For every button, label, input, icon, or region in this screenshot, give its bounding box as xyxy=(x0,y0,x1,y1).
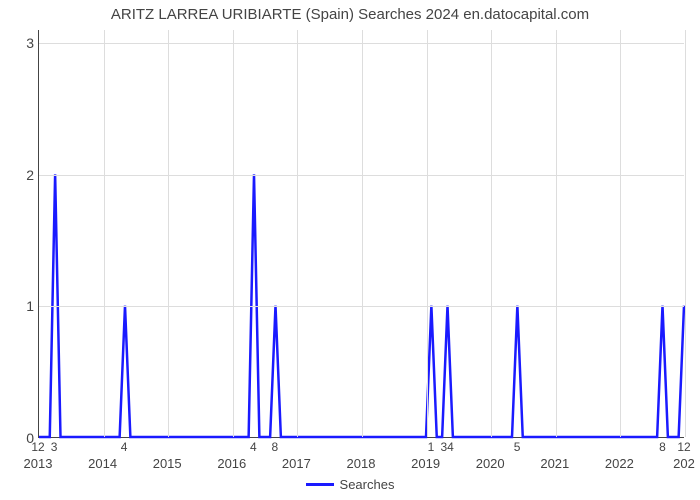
x-value-label: 1 xyxy=(428,440,435,454)
x-value-label: 12 xyxy=(677,440,690,454)
legend-swatch xyxy=(306,483,334,486)
x-year-label: 2013 xyxy=(24,456,53,471)
x-value-label: 4 xyxy=(250,440,257,454)
x-value-label: 34 xyxy=(440,440,453,454)
gridline-vertical xyxy=(685,30,686,437)
x-value-label: 12 xyxy=(31,440,44,454)
gridline-vertical xyxy=(620,30,621,437)
x-year-label: 202 xyxy=(673,456,695,471)
x-year-label: 2021 xyxy=(540,456,569,471)
legend: Searches xyxy=(0,476,700,492)
x-year-label: 2016 xyxy=(217,456,246,471)
x-year-label: 2019 xyxy=(411,456,440,471)
gridline-vertical xyxy=(556,30,557,437)
gridline-vertical xyxy=(233,30,234,437)
legend-label: Searches xyxy=(340,477,395,492)
x-year-label: 2015 xyxy=(153,456,182,471)
x-value-label: 8 xyxy=(659,440,666,454)
x-year-label: 2022 xyxy=(605,456,634,471)
gridline-vertical xyxy=(104,30,105,437)
x-value-label: 4 xyxy=(121,440,128,454)
y-tick-label: 1 xyxy=(4,298,34,314)
x-year-label: 2018 xyxy=(347,456,376,471)
y-tick-label: 0 xyxy=(4,430,34,446)
x-year-label: 2020 xyxy=(476,456,505,471)
x-value-label: 5 xyxy=(514,440,521,454)
x-year-label: 2017 xyxy=(282,456,311,471)
x-value-label: 8 xyxy=(272,440,279,454)
gridline-vertical xyxy=(168,30,169,437)
chart-title: ARITZ LARREA URIBIARTE (Spain) Searches … xyxy=(0,6,700,23)
plot-area xyxy=(38,30,684,438)
x-value-label: 3 xyxy=(51,440,58,454)
gridline-vertical xyxy=(427,30,428,437)
y-tick-label: 3 xyxy=(4,35,34,51)
gridline-vertical xyxy=(362,30,363,437)
y-tick-label: 2 xyxy=(4,167,34,183)
gridline-vertical xyxy=(491,30,492,437)
chart-container: ARITZ LARREA URIBIARTE (Spain) Searches … xyxy=(0,0,700,500)
gridline-vertical xyxy=(297,30,298,437)
x-year-label: 2014 xyxy=(88,456,117,471)
